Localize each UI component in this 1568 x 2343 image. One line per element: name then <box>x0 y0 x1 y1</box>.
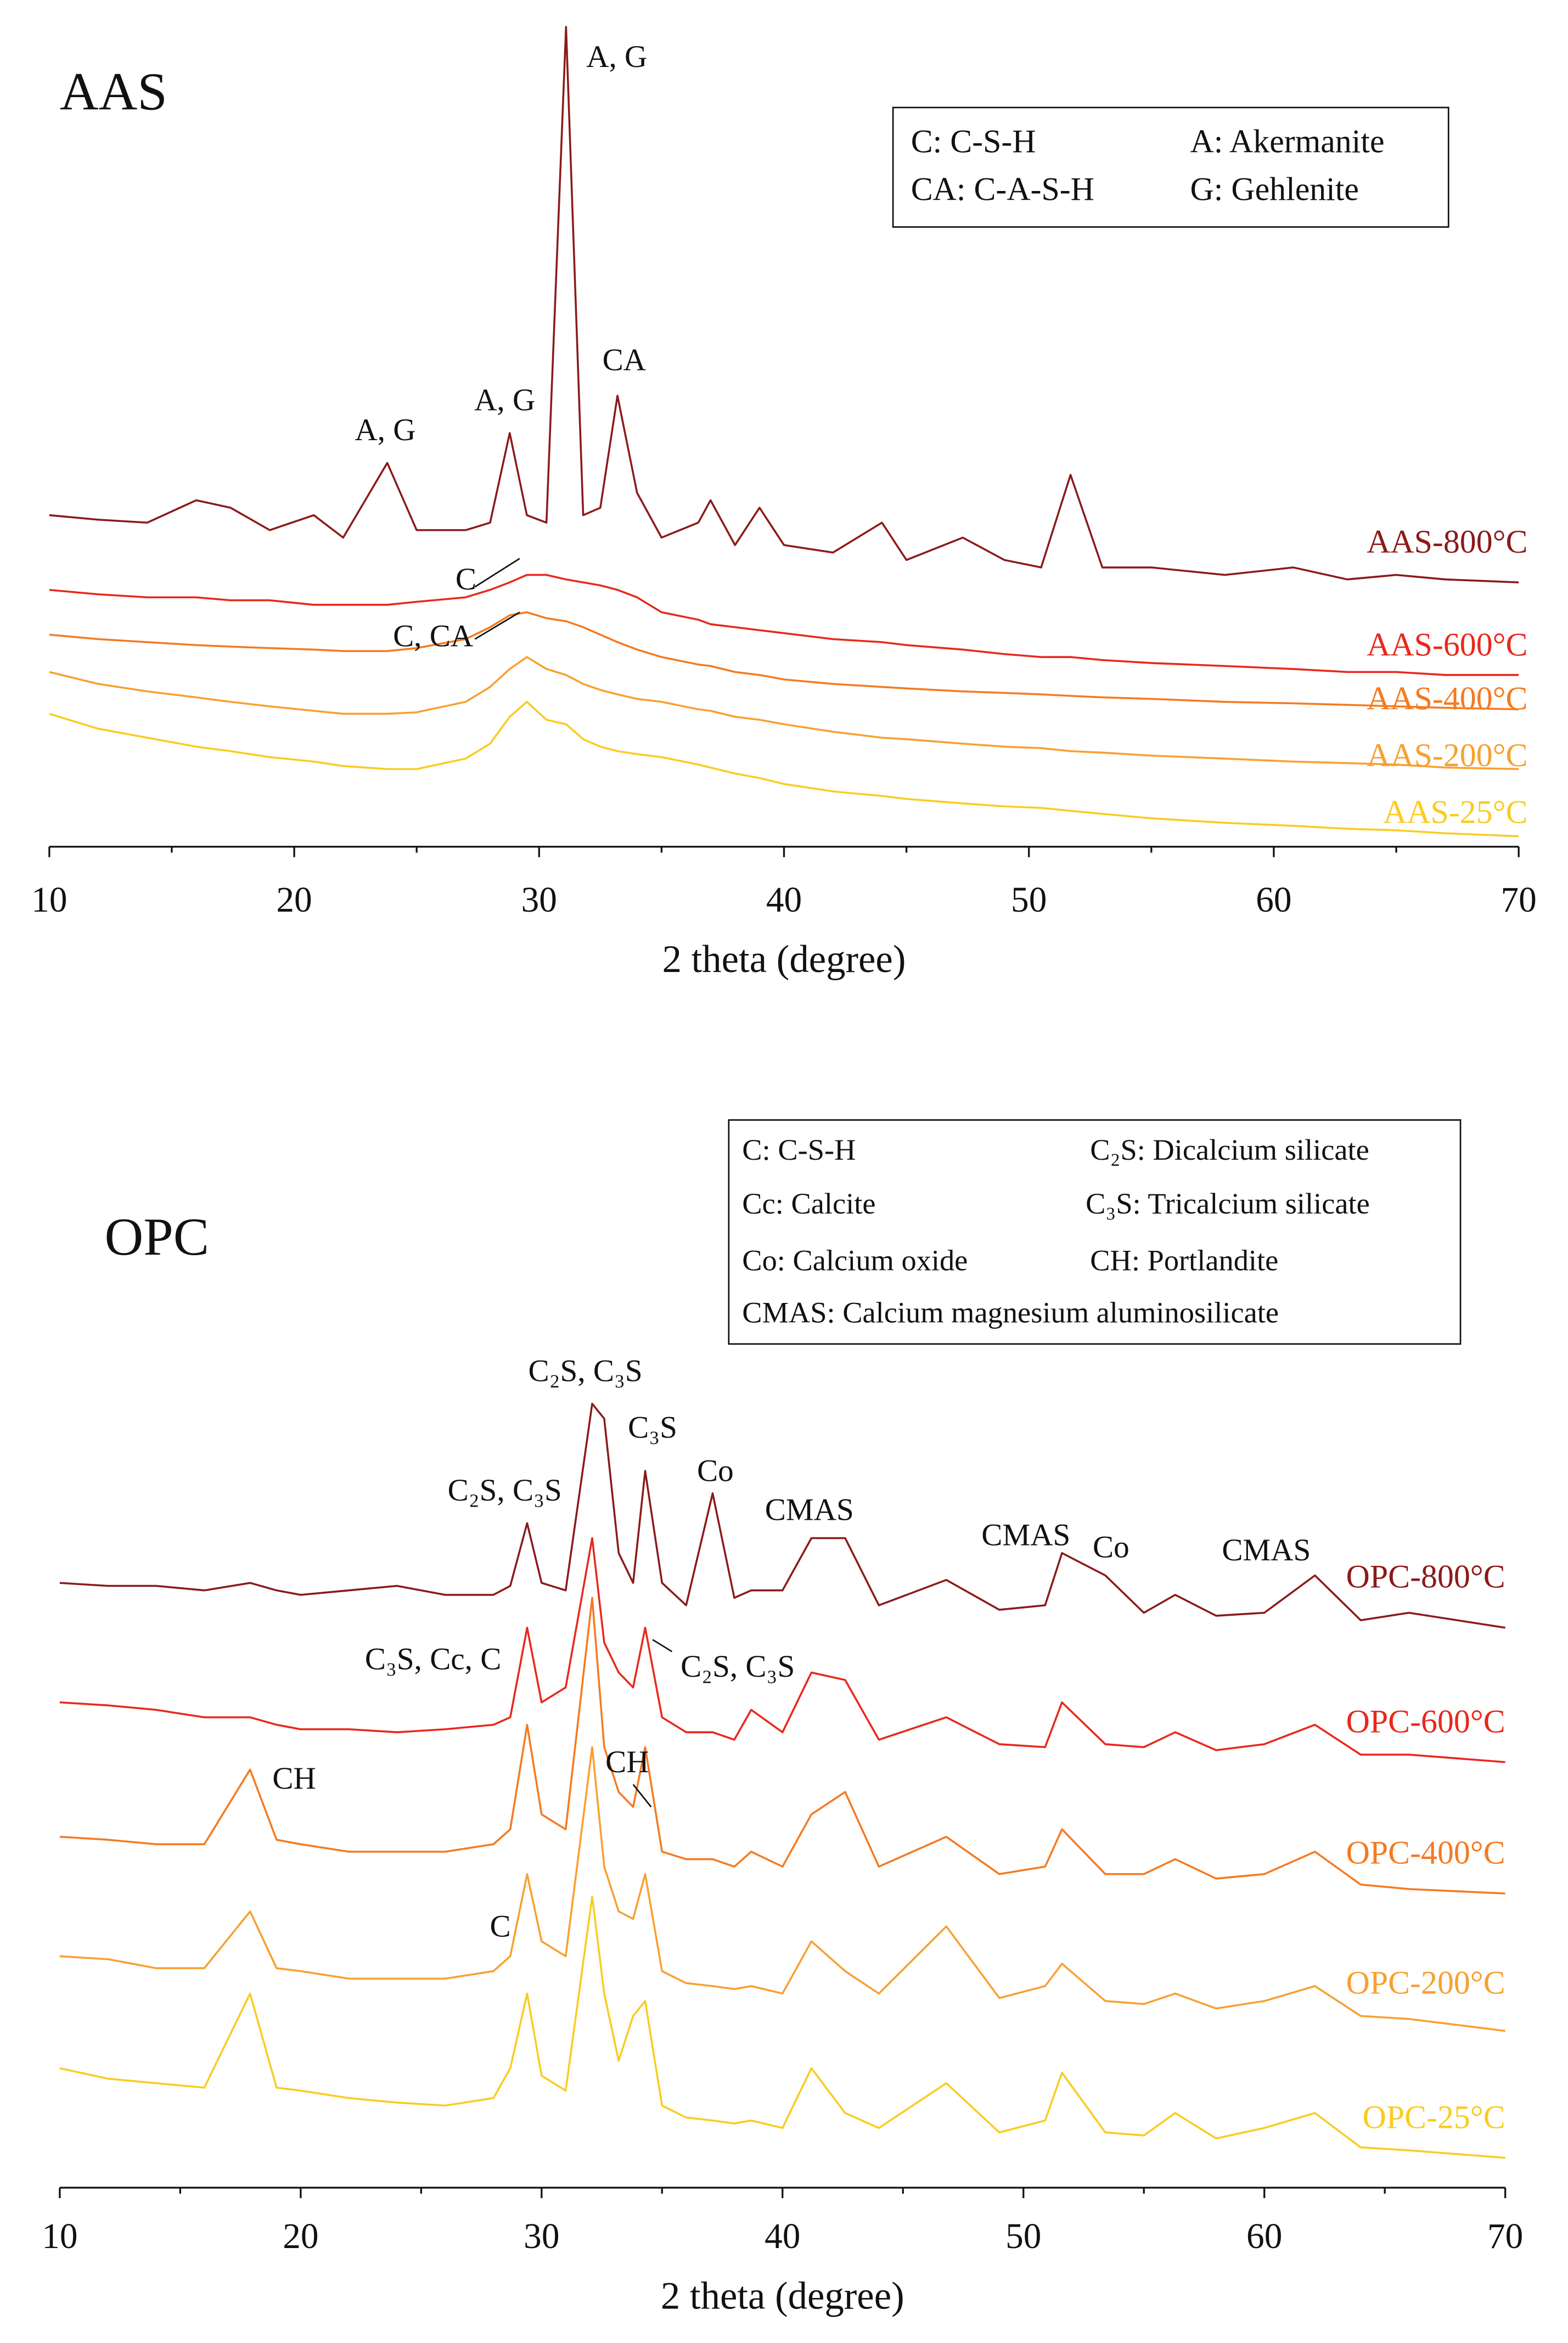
xrd-line <box>49 611 1519 711</box>
peak-annotation: CMAS <box>765 1492 854 1527</box>
x-tick-label: 20 <box>276 880 312 920</box>
legend-text: Co: Calcium oxide <box>742 1244 968 1277</box>
peak-annotation: CA <box>603 342 646 377</box>
peak-annotation: C₂S, C₃S <box>529 1353 643 1388</box>
series-label: AAS-200°C <box>1367 737 1527 773</box>
legend-text: C: C-S-H <box>742 1133 856 1166</box>
legend-box <box>892 106 1449 228</box>
legend-text: CH: Portlandite <box>1090 1244 1278 1277</box>
xrd-line <box>49 656 1519 771</box>
x-tick-label: 30 <box>521 880 557 920</box>
legend-text: C: C-S-H <box>911 123 1036 160</box>
series-label: OPC-800°C <box>1346 1558 1505 1594</box>
legend-box <box>728 1119 1462 1345</box>
x-tick-label: 50 <box>1005 2217 1041 2256</box>
xrd-line <box>59 1537 1505 1763</box>
peak-annotation: Co <box>1093 1530 1129 1564</box>
x-tick-label: 20 <box>283 2217 318 2256</box>
xrd-line <box>59 1895 1505 2159</box>
peak-annotation: Co <box>697 1454 734 1488</box>
peak-annotation: A, G <box>474 383 535 418</box>
xrd-line <box>59 1402 1505 1629</box>
x-tick-label: 60 <box>1246 2217 1282 2256</box>
leader-line <box>652 1639 673 1653</box>
peak-annotation: A, G <box>355 413 415 447</box>
series-label: OPC-400°C <box>1346 1835 1505 1871</box>
peak-annotation: C₃S, Cc, C <box>365 1642 501 1676</box>
leader-line <box>474 611 520 640</box>
series-label: AAS-600°C <box>1367 627 1527 663</box>
xrd-line <box>59 1746 1505 2032</box>
x-tick-label: 60 <box>1256 880 1291 920</box>
xrd-line <box>59 1597 1505 1895</box>
panel-title: OPC <box>105 1207 210 1267</box>
series-label: OPC-600°C <box>1346 1703 1505 1739</box>
x-tick-label: 70 <box>1501 880 1537 920</box>
legend-text: Cc: Calcite <box>742 1187 875 1220</box>
x-tick-label: 10 <box>42 2217 77 2256</box>
legend-text: A: Akermanite <box>1190 123 1385 160</box>
x-axis-title: 2 theta (degree) <box>662 938 906 981</box>
legend-text: G: Gehlenite <box>1190 171 1359 207</box>
x-tick-label: 30 <box>524 2217 559 2256</box>
peak-annotation: C₂S, C₃S <box>681 1649 795 1684</box>
xrd-line <box>49 701 1519 838</box>
series-label: OPC-25°C <box>1363 2099 1505 2135</box>
peak-annotation: C, CA <box>393 619 473 654</box>
peak-annotation: CH <box>272 1761 316 1796</box>
peak-annotation: C₂S, C₃S <box>448 1473 562 1508</box>
peak-annotation: CMAS <box>981 1518 1070 1553</box>
x-tick-label: 40 <box>766 880 802 920</box>
x-tick-label: 50 <box>1011 880 1047 920</box>
series-label: AAS-25°C <box>1383 794 1527 830</box>
series-label: AAS-400°C <box>1367 681 1527 717</box>
series-label: AAS-800°C <box>1367 524 1527 560</box>
peak-annotation: C₃S <box>628 1411 677 1445</box>
peak-annotation: CMAS <box>1222 1533 1311 1567</box>
leader-line <box>632 1784 652 1808</box>
x-tick-label: 40 <box>765 2217 800 2256</box>
legend-text: C₃S: Tricalcium silicate <box>1086 1187 1370 1220</box>
peak-annotation: CH <box>605 1745 649 1779</box>
x-tick-label: 70 <box>1487 2217 1523 2256</box>
x-tick-label: 10 <box>31 880 67 920</box>
leader-line <box>474 558 520 588</box>
peak-annotation: A, G <box>586 40 647 74</box>
xrd-line <box>49 574 1519 676</box>
series-label: OPC-200°C <box>1346 1964 1505 2001</box>
peak-annotation: C <box>456 562 476 597</box>
legend-text: C₂S: Dicalcium silicate <box>1090 1133 1369 1166</box>
legend-text: CMAS: Calcium magnesium aluminosilicate <box>742 1296 1279 1329</box>
x-axis-title: 2 theta (degree) <box>661 2274 904 2317</box>
peak-annotation: C <box>490 1909 510 1943</box>
xrd-line <box>49 26 1519 583</box>
legend-text: CA: C-A-S-H <box>911 171 1094 207</box>
panel-title: AAS <box>60 62 167 121</box>
